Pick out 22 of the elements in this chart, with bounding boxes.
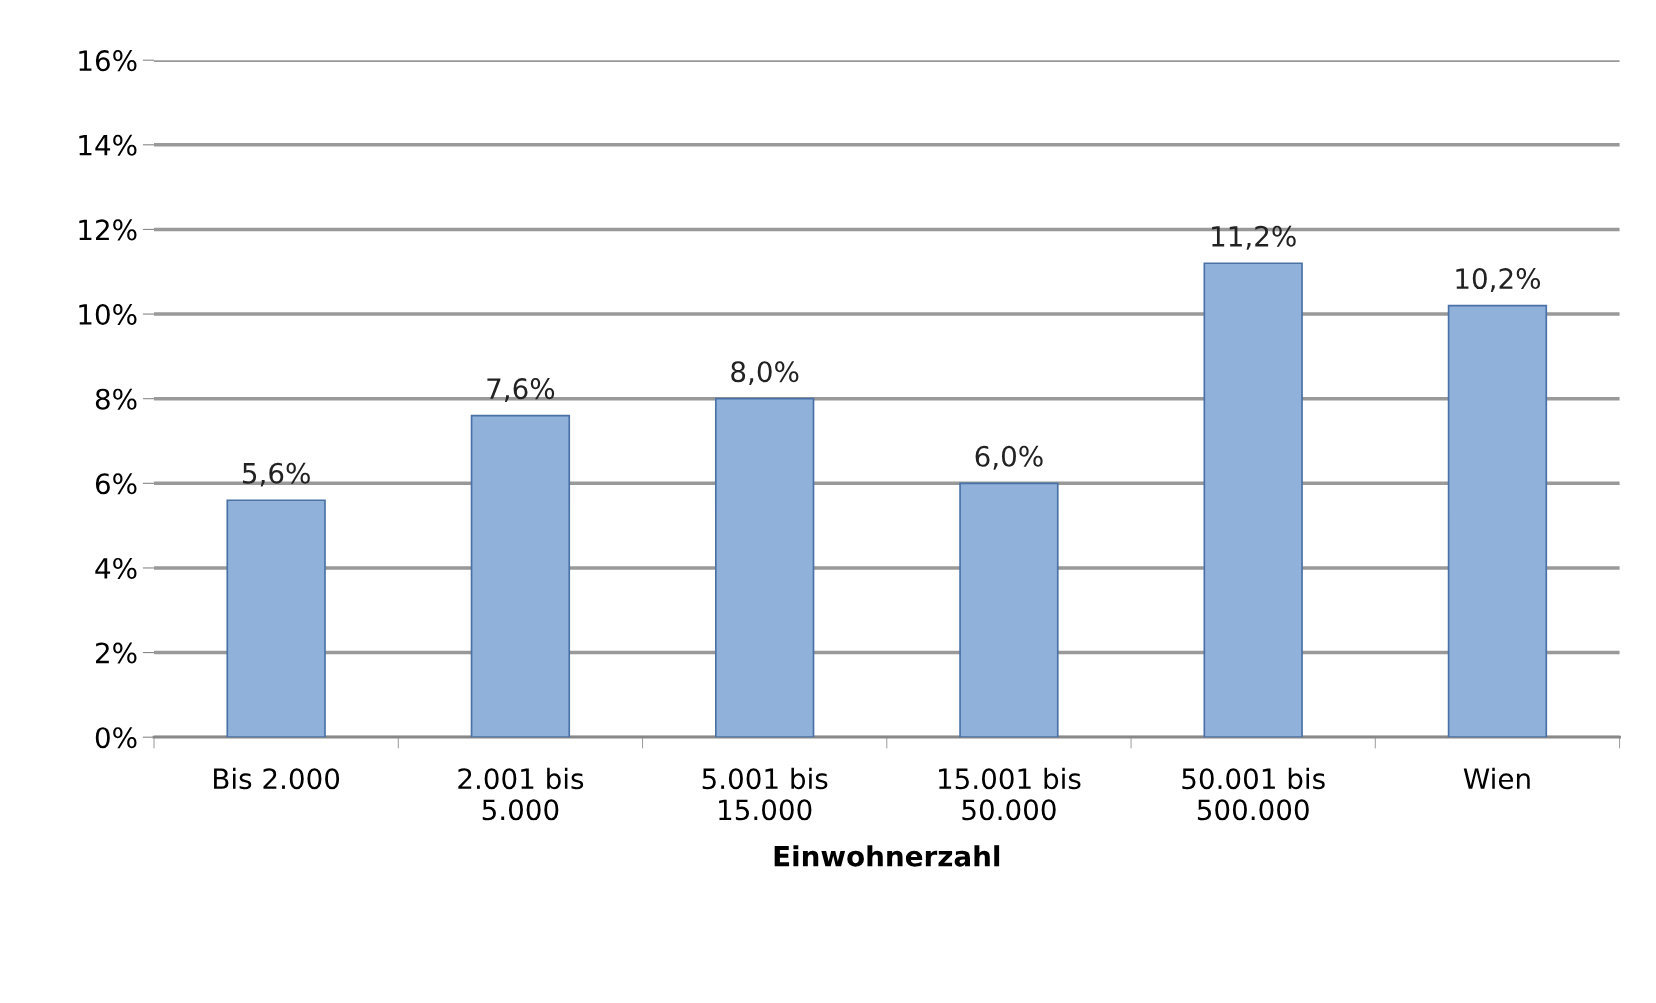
x-tick-label: 2.001 bis 5.000 [458, 767, 584, 821]
data-label: 8,0% [731, 361, 799, 386]
x-tick-label: 5.001 bis 15.000 [702, 767, 828, 821]
y-tick-label: 14% [79, 134, 137, 156]
y-tick-label: 4% [95, 557, 137, 579]
x-tick-label: 50.001 bis 500.000 [1182, 767, 1325, 821]
y-tick-label: 8% [95, 388, 137, 410]
data-label: 11,2% [1212, 225, 1296, 250]
data-label: 5,6% [243, 462, 310, 487]
data-label: 7,6% [487, 378, 555, 402]
data-label: 6,0% [975, 445, 1043, 470]
y-tick-label: 0% [95, 727, 137, 749]
y-tick-label: 10% [79, 304, 137, 326]
data-label: 10,2% [1456, 268, 1541, 292]
x-tick-label: Bis 2.000 [214, 767, 340, 790]
x-axis-title: Einwohnerzahl [774, 845, 1000, 867]
x-tick-label: Wien [1463, 767, 1530, 790]
x-tick-label: 15.001 bis 50.000 [939, 767, 1081, 821]
y-tick-label: 6% [95, 473, 137, 495]
y-tick-label: 12% [79, 219, 137, 241]
y-tick-label: 2% [96, 642, 137, 664]
y-tick-label: 16% [79, 50, 137, 72]
